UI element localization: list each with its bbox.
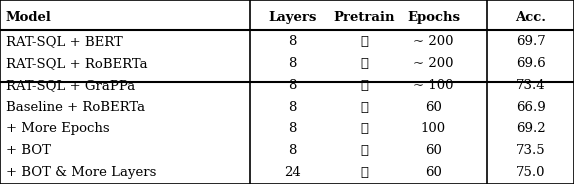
Text: + BOT: + BOT xyxy=(6,144,51,157)
Text: 73.4: 73.4 xyxy=(516,79,546,92)
Text: 60: 60 xyxy=(425,166,442,179)
Text: 24: 24 xyxy=(284,166,301,179)
Text: ✗: ✗ xyxy=(360,122,369,135)
Text: Baseline + RoBERTa: Baseline + RoBERTa xyxy=(6,101,145,114)
Text: ✗: ✗ xyxy=(360,101,369,114)
Text: + BOT & More Layers: + BOT & More Layers xyxy=(6,166,156,179)
Text: 60: 60 xyxy=(425,101,442,114)
Text: 8: 8 xyxy=(289,79,297,92)
Text: ~ 200: ~ 200 xyxy=(413,57,453,70)
Text: Epochs: Epochs xyxy=(407,11,460,24)
Text: ~ 100: ~ 100 xyxy=(413,79,453,92)
Text: 69.2: 69.2 xyxy=(516,122,546,135)
Text: 8: 8 xyxy=(289,122,297,135)
Text: 100: 100 xyxy=(421,122,446,135)
Text: 60: 60 xyxy=(425,144,442,157)
Text: Model: Model xyxy=(6,11,52,24)
Text: + More Epochs: + More Epochs xyxy=(6,122,110,135)
Text: 69.6: 69.6 xyxy=(516,57,546,70)
Text: 73.5: 73.5 xyxy=(516,144,546,157)
Text: 69.7: 69.7 xyxy=(516,36,546,48)
Text: Layers: Layers xyxy=(269,11,317,24)
Text: RAT-SQL + BERT: RAT-SQL + BERT xyxy=(6,36,122,48)
Text: ✓: ✓ xyxy=(360,79,369,92)
Text: ✗: ✗ xyxy=(360,144,369,157)
Text: Pretrain: Pretrain xyxy=(333,11,395,24)
Text: ✗: ✗ xyxy=(360,166,369,179)
Text: RAT-SQL + RoBERTa: RAT-SQL + RoBERTa xyxy=(6,57,148,70)
Text: 66.9: 66.9 xyxy=(516,101,546,114)
Text: ✗: ✗ xyxy=(360,36,369,48)
Text: 8: 8 xyxy=(289,144,297,157)
Text: RAT-SQL + GraPPa: RAT-SQL + GraPPa xyxy=(6,79,135,92)
Text: 8: 8 xyxy=(289,57,297,70)
Text: 8: 8 xyxy=(289,101,297,114)
Text: Acc.: Acc. xyxy=(515,11,546,24)
Text: ✗: ✗ xyxy=(360,57,369,70)
Text: 75.0: 75.0 xyxy=(516,166,546,179)
Text: ~ 200: ~ 200 xyxy=(413,36,453,48)
Text: 8: 8 xyxy=(289,36,297,48)
